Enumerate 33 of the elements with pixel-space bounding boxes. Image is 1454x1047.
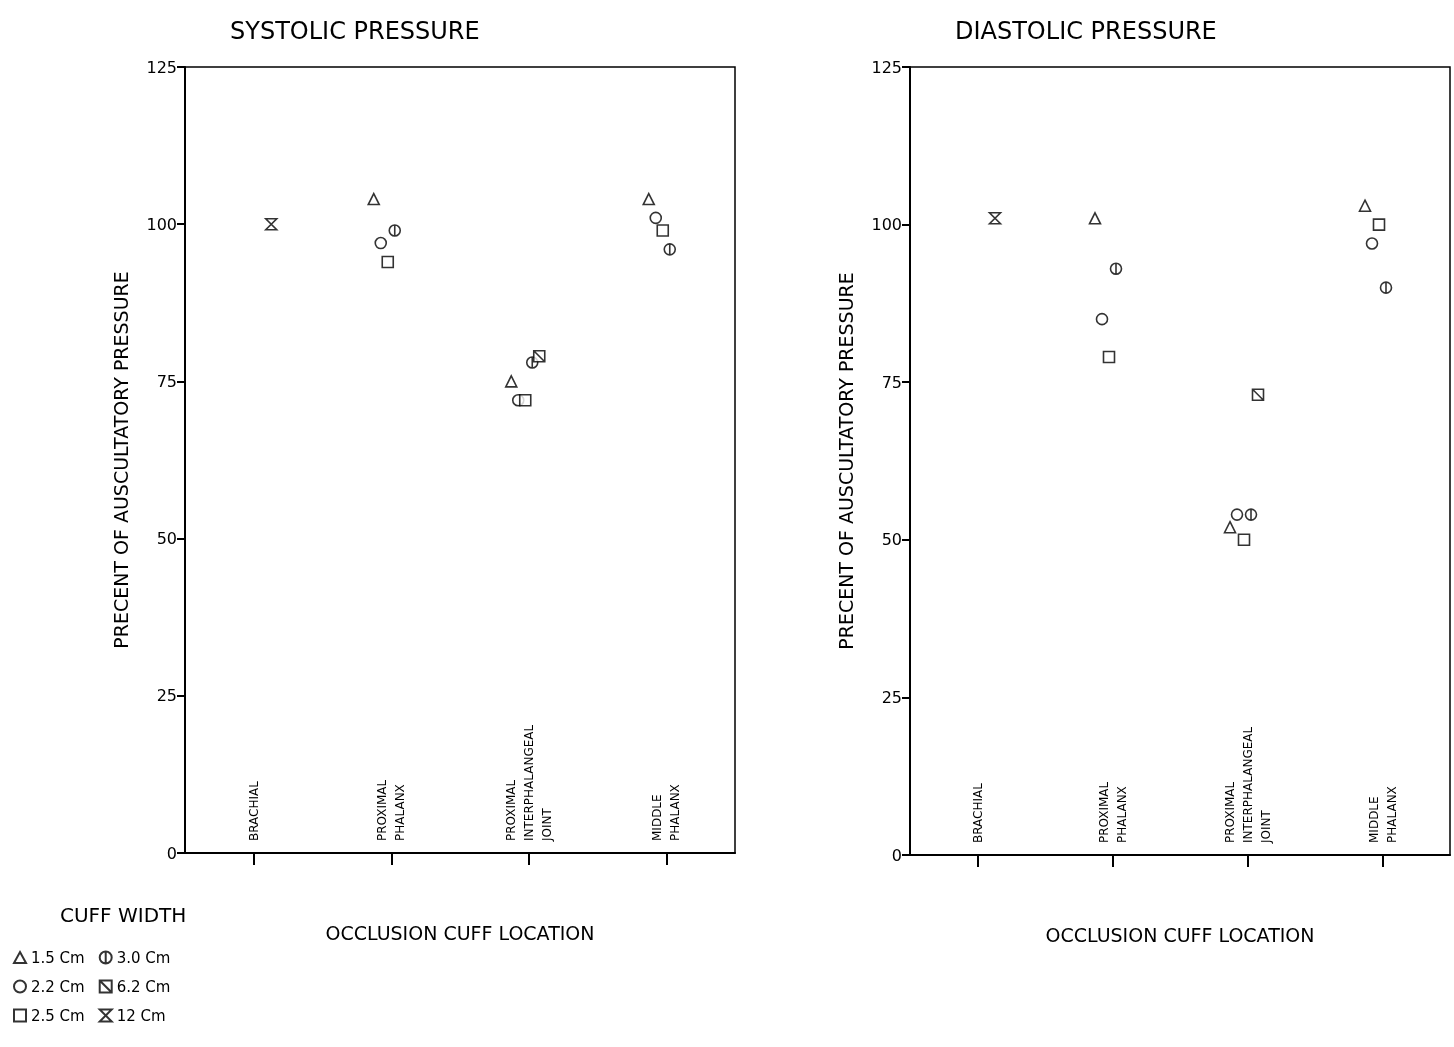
y-tick-label: 75	[881, 372, 902, 392]
y-axis-title: PRECENT OF AUSCULTATORY PRESSURE	[834, 272, 857, 650]
legend-label: 12 Cm	[116, 1006, 166, 1025]
legend-label: 2.2 Cm	[31, 977, 85, 996]
y-tick-label: 125	[146, 57, 177, 77]
x-tick-label: PROXIMAL INTERPHALANGEAL JOINT	[1222, 726, 1273, 844]
legend-label: 3.0 Cm	[116, 948, 171, 967]
y-tick-label: 0	[166, 843, 177, 863]
x-axis-title: OCCLUSION CUFF LOCATION	[325, 922, 595, 944]
x-tick-label: BRACHIAL	[246, 780, 261, 841]
y-tick-label: 100	[146, 214, 177, 234]
legend-label: 2.5 Cm	[31, 1006, 85, 1025]
legend-label: 1.5 Cm	[31, 948, 85, 967]
y-tick-label: 125	[871, 57, 902, 77]
y-tick-label: 100	[871, 215, 902, 235]
chart-title: SYSTOLIC PRESSURE	[230, 17, 480, 45]
legend-title: CUFF WIDTH	[60, 903, 187, 927]
legend-label: 6.2 Cm	[116, 977, 171, 996]
x-tick-label: MIDDLE PHALANX	[1366, 786, 1399, 843]
y-tick-label: 25	[881, 687, 902, 707]
y-tick-label: 0	[891, 845, 902, 865]
x-tick-label: PROXIMAL INTERPHALANGEAL JOINT	[503, 724, 554, 842]
y-tick-label: 50	[156, 529, 177, 549]
x-tick-label: PROXIMAL PHALANX	[375, 779, 408, 841]
x-axis-title: OCCLUSION CUFF LOCATION	[1045, 924, 1315, 946]
x-tick-label: BRACHIAL	[970, 782, 985, 843]
x-tick-label: PROXIMAL PHALANX	[1096, 781, 1129, 843]
y-tick-label: 25	[156, 686, 177, 706]
y-tick-label: 75	[156, 371, 177, 391]
y-tick-label: 50	[881, 530, 902, 550]
chart-title: DIASTOLIC PRESSURE	[955, 17, 1217, 45]
x-tick-label: MIDDLE PHALANX	[650, 784, 683, 841]
y-axis-title: PRECENT OF AUSCULTATORY PRESSURE	[109, 271, 132, 649]
